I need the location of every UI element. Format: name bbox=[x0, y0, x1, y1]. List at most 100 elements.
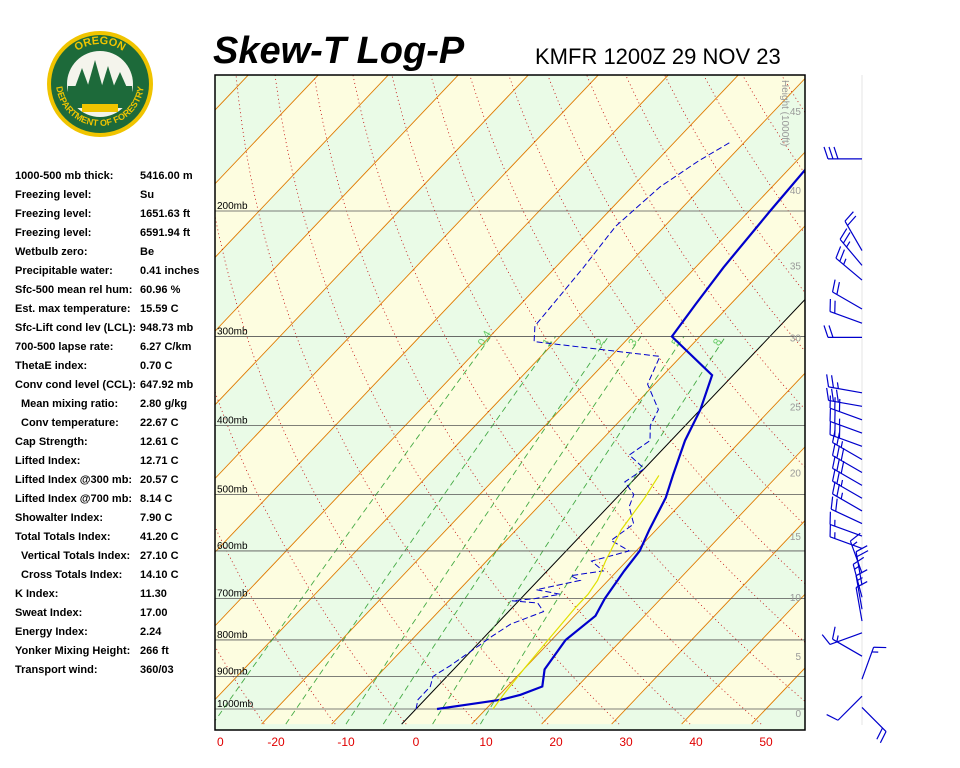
stat-label: Conv cond level (CCL): bbox=[15, 379, 137, 391]
wind-barb bbox=[831, 455, 863, 486]
isobar-label: 800mb bbox=[217, 630, 248, 641]
wind-barb bbox=[831, 468, 863, 499]
stat-value: 12.71 C bbox=[140, 455, 179, 467]
dry-adiabat bbox=[215, 645, 265, 725]
wind-barb-staff bbox=[832, 454, 863, 474]
wind-barb-feather bbox=[844, 211, 854, 222]
svg-text:OREGON: OREGON bbox=[73, 35, 128, 54]
x-tick-label: 50 bbox=[759, 735, 773, 749]
chart-title: Skew-T Log-P bbox=[213, 30, 465, 72]
wind-barb-half-feather bbox=[836, 382, 839, 389]
stat-label: Vertical Totals Index: bbox=[21, 550, 131, 562]
wind-barb-feather bbox=[828, 146, 834, 160]
stat-value: 8.14 C bbox=[140, 493, 173, 505]
temperature-band bbox=[215, 75, 805, 700]
wind-barb-half-feather bbox=[840, 479, 844, 487]
stat-value: 12.61 C bbox=[140, 436, 179, 448]
wind-barb-staff bbox=[861, 707, 887, 732]
wind-barb-feather bbox=[826, 374, 830, 387]
wind-barb-staff bbox=[828, 386, 863, 394]
stat-value: 11.30 bbox=[140, 588, 167, 600]
wind-barb-staff bbox=[855, 587, 863, 622]
stat-value: 15.59 C bbox=[140, 303, 179, 315]
wind-barb-feather bbox=[835, 246, 842, 259]
wind-barb-staff bbox=[828, 399, 863, 407]
wind-barb-feather bbox=[852, 556, 865, 565]
stat-label: Lifted Index @300 mb: bbox=[15, 474, 133, 486]
wind-barb-half-feather bbox=[840, 441, 844, 448]
stat-label: 700-500 lapse rate: bbox=[15, 341, 114, 353]
wind-barb-staff bbox=[855, 575, 863, 610]
stat-value: 7.90 C bbox=[140, 512, 173, 524]
height-tick-label: 20 bbox=[790, 468, 802, 479]
wind-barb-half-feather bbox=[846, 241, 851, 248]
height-tick-label: 30 bbox=[790, 333, 802, 344]
stat-value: 22.67 C bbox=[140, 417, 179, 429]
stat-label: Freezing level: bbox=[15, 227, 92, 239]
wind-barb bbox=[829, 298, 863, 324]
stat-label: Conv temperature: bbox=[21, 417, 119, 429]
wind-barb-feather bbox=[826, 387, 830, 401]
wind-barb-staff bbox=[829, 311, 863, 324]
wind-barb-staff bbox=[832, 291, 863, 310]
height-tick-label: 40 bbox=[790, 186, 802, 197]
wind-barb-feather bbox=[831, 468, 836, 482]
wind-barb bbox=[835, 246, 863, 281]
mixing-ratio-line bbox=[345, 336, 609, 725]
isotherm-line bbox=[541, 446, 805, 725]
isotherm-line bbox=[215, 75, 739, 627]
x-tick-label: 10 bbox=[479, 735, 493, 749]
wind-barb-staff bbox=[829, 632, 863, 646]
dry-adiabat bbox=[430, 75, 805, 643]
stat-value: 27.10 C bbox=[140, 550, 179, 562]
sounding-traces bbox=[415, 141, 805, 711]
stat-label: Lifted Index @700 mb: bbox=[15, 493, 133, 505]
dry-adiabat bbox=[811, 0, 960, 724]
stat-value: 0.41 inches bbox=[140, 265, 200, 277]
wind-barb-staff bbox=[861, 647, 875, 680]
stat-value: 948.73 mb bbox=[140, 322, 194, 334]
stat-label: Freezing level: bbox=[15, 208, 92, 220]
isotherm-lines bbox=[215, 75, 805, 725]
isotherm-line bbox=[215, 75, 319, 185]
stat-label: Cap Strength: bbox=[15, 436, 88, 448]
height-tick-label: 25 bbox=[790, 402, 802, 413]
wind-barb bbox=[839, 228, 863, 266]
height-axis-label: Height (1000ft) bbox=[779, 80, 790, 146]
mixing-ratio-line bbox=[480, 336, 726, 725]
wind-barb-feather bbox=[879, 731, 887, 744]
wind-barb bbox=[861, 646, 887, 680]
wind-barb-staff bbox=[832, 480, 863, 499]
wind-barb bbox=[831, 481, 863, 512]
wind-barb bbox=[823, 146, 862, 160]
mixing-ratio-label: 2 bbox=[594, 337, 607, 348]
height-tick-label: 15 bbox=[790, 532, 802, 543]
isotherm-line bbox=[611, 519, 805, 725]
stat-label: Energy Index: bbox=[15, 626, 88, 638]
wind-barb bbox=[823, 325, 862, 338]
stat-label: Est. max temperature: bbox=[15, 303, 131, 315]
isotherm-line bbox=[215, 75, 669, 553]
dry-adiabat bbox=[547, 75, 805, 468]
wind-barb bbox=[830, 496, 863, 525]
wind-barb-feather bbox=[836, 445, 841, 459]
stat-value: 41.20 C bbox=[140, 531, 179, 543]
wind-barb-feather bbox=[839, 249, 845, 262]
dry-adiabat-lines bbox=[0, 0, 960, 725]
mixing-ratio-lines: 0.4 1 2 3 5 8 bbox=[215, 329, 726, 725]
wind-barb-staff bbox=[829, 407, 863, 421]
dry-adiabat bbox=[0, 0, 122, 724]
stat-value: 14.10 C bbox=[140, 569, 179, 581]
wind-barb-feather bbox=[831, 481, 836, 495]
isotherm-line bbox=[215, 75, 389, 259]
isotherm-line bbox=[215, 75, 529, 406]
wind-barbs bbox=[821, 146, 887, 744]
wind-barb bbox=[861, 707, 887, 744]
stat-value: 2.80 g/kg bbox=[140, 398, 188, 410]
stat-value: Be bbox=[140, 246, 155, 258]
wind-barb-feather bbox=[836, 471, 841, 484]
wind-barb-staff bbox=[832, 467, 863, 486]
wind-barb-feather bbox=[821, 634, 831, 645]
wind-barb-feather bbox=[831, 279, 836, 293]
dry-adiabat bbox=[37, 0, 193, 724]
